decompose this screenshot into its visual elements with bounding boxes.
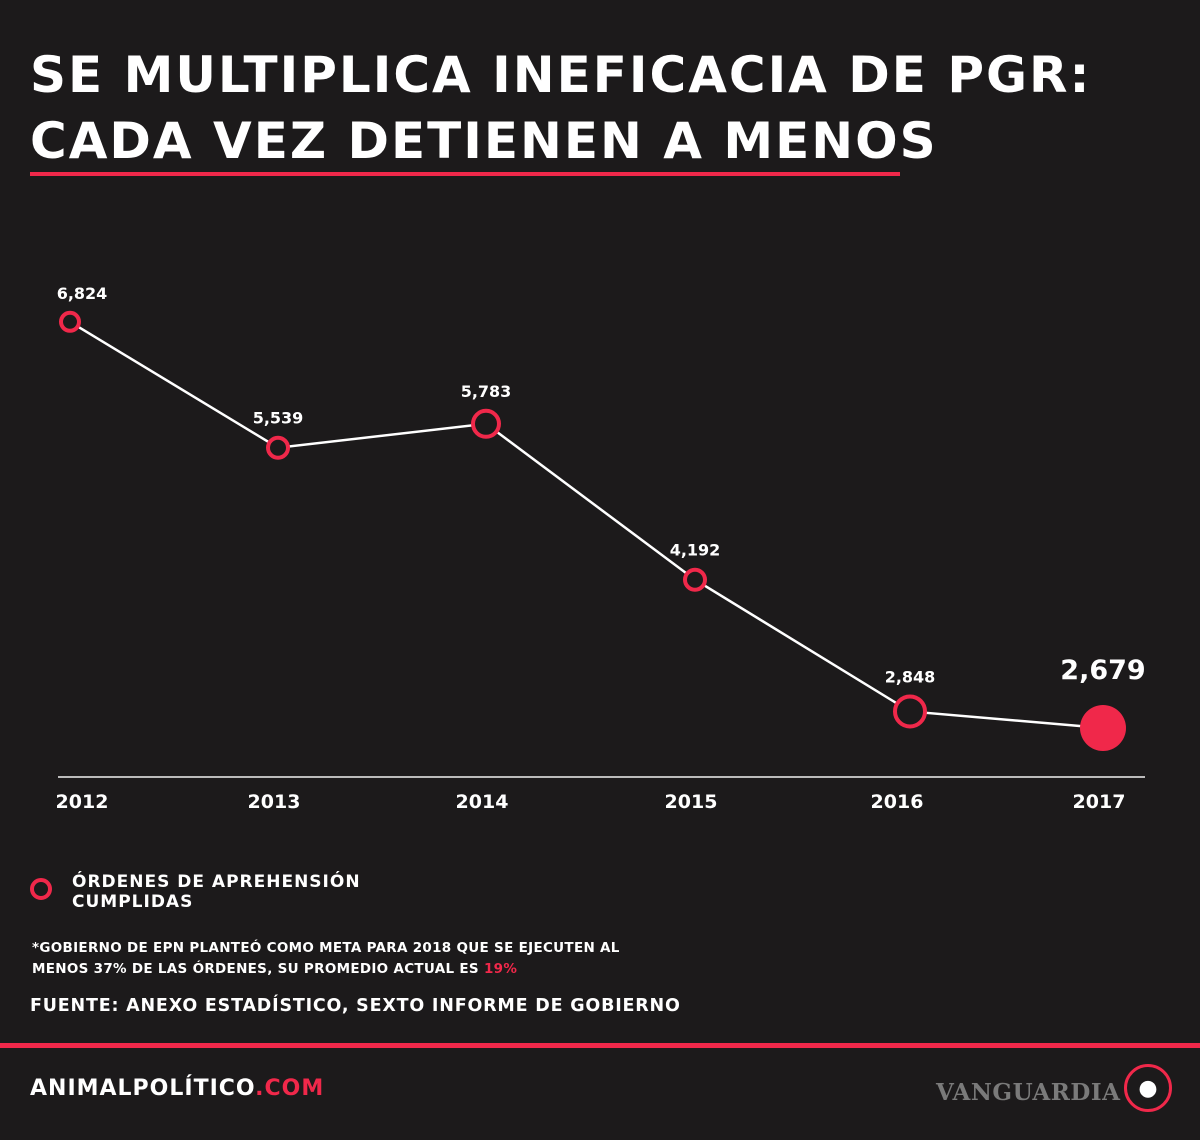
title-underline <box>30 172 900 176</box>
line-chart: 6,824 2012 5,539 2013 5,783 2014 4,192 2015 2,84… <box>56 284 1146 813</box>
watermark-emblem-icon: ● <box>1124 1064 1172 1112</box>
data-label: 5,539 <box>253 409 304 428</box>
watermark-logo: VANGUARDIA <box>936 1079 1121 1106</box>
data-point <box>266 435 290 460</box>
legend-marker-icon <box>30 878 52 900</box>
data-point <box>471 408 501 439</box>
x-tick-label: 2015 <box>665 791 718 813</box>
source: FUENTE: ANEXO ESTADÍSTICO, SEXTO INFORME… <box>30 996 681 1016</box>
data-point <box>683 567 707 592</box>
x-tick-label: 2016 <box>871 791 924 813</box>
x-tick-label: 2017 <box>1073 791 1126 813</box>
data-label: 2,679 <box>1060 655 1145 686</box>
legend-label: ÓRDENES DE APREHENSIÓN CUMPLIDAS <box>72 872 361 912</box>
footnote: *GOBIERNO DE EPN PLANTEÓ COMO META PARA … <box>32 938 672 980</box>
x-tick-label: 2013 <box>248 791 301 813</box>
legend: ÓRDENES DE APREHENSIÓN CUMPLIDAS <box>30 872 392 912</box>
x-tick-label: 2012 <box>56 791 109 813</box>
footnote-highlight: 19% <box>483 961 518 977</box>
data-point <box>893 694 927 729</box>
x-tick-label: 2014 <box>456 791 509 813</box>
data-point <box>59 310 81 333</box>
title-line-1: SE MULTIPLICA INEFICACIA DE PGR: <box>30 46 1092 104</box>
chart-title: SE MULTIPLICA INEFICACIA DE PGR: CADA VE… <box>30 42 1092 174</box>
data-label: 6,824 <box>57 284 108 303</box>
data-label: 4,192 <box>670 541 721 560</box>
title-line-2: CADA VEZ DETIENEN A MENOS <box>30 112 938 170</box>
footer-divider <box>0 1043 1200 1048</box>
series-line <box>69 320 1104 730</box>
data-point <box>1080 705 1126 751</box>
data-label: 5,783 <box>461 382 512 401</box>
data-label: 2,848 <box>885 667 936 686</box>
brand-logo: ANIMALPOLÍTICO.COM <box>30 1076 325 1101</box>
footnote-text: *GOBIERNO DE EPN PLANTEÓ COMO META PARA … <box>32 940 620 977</box>
